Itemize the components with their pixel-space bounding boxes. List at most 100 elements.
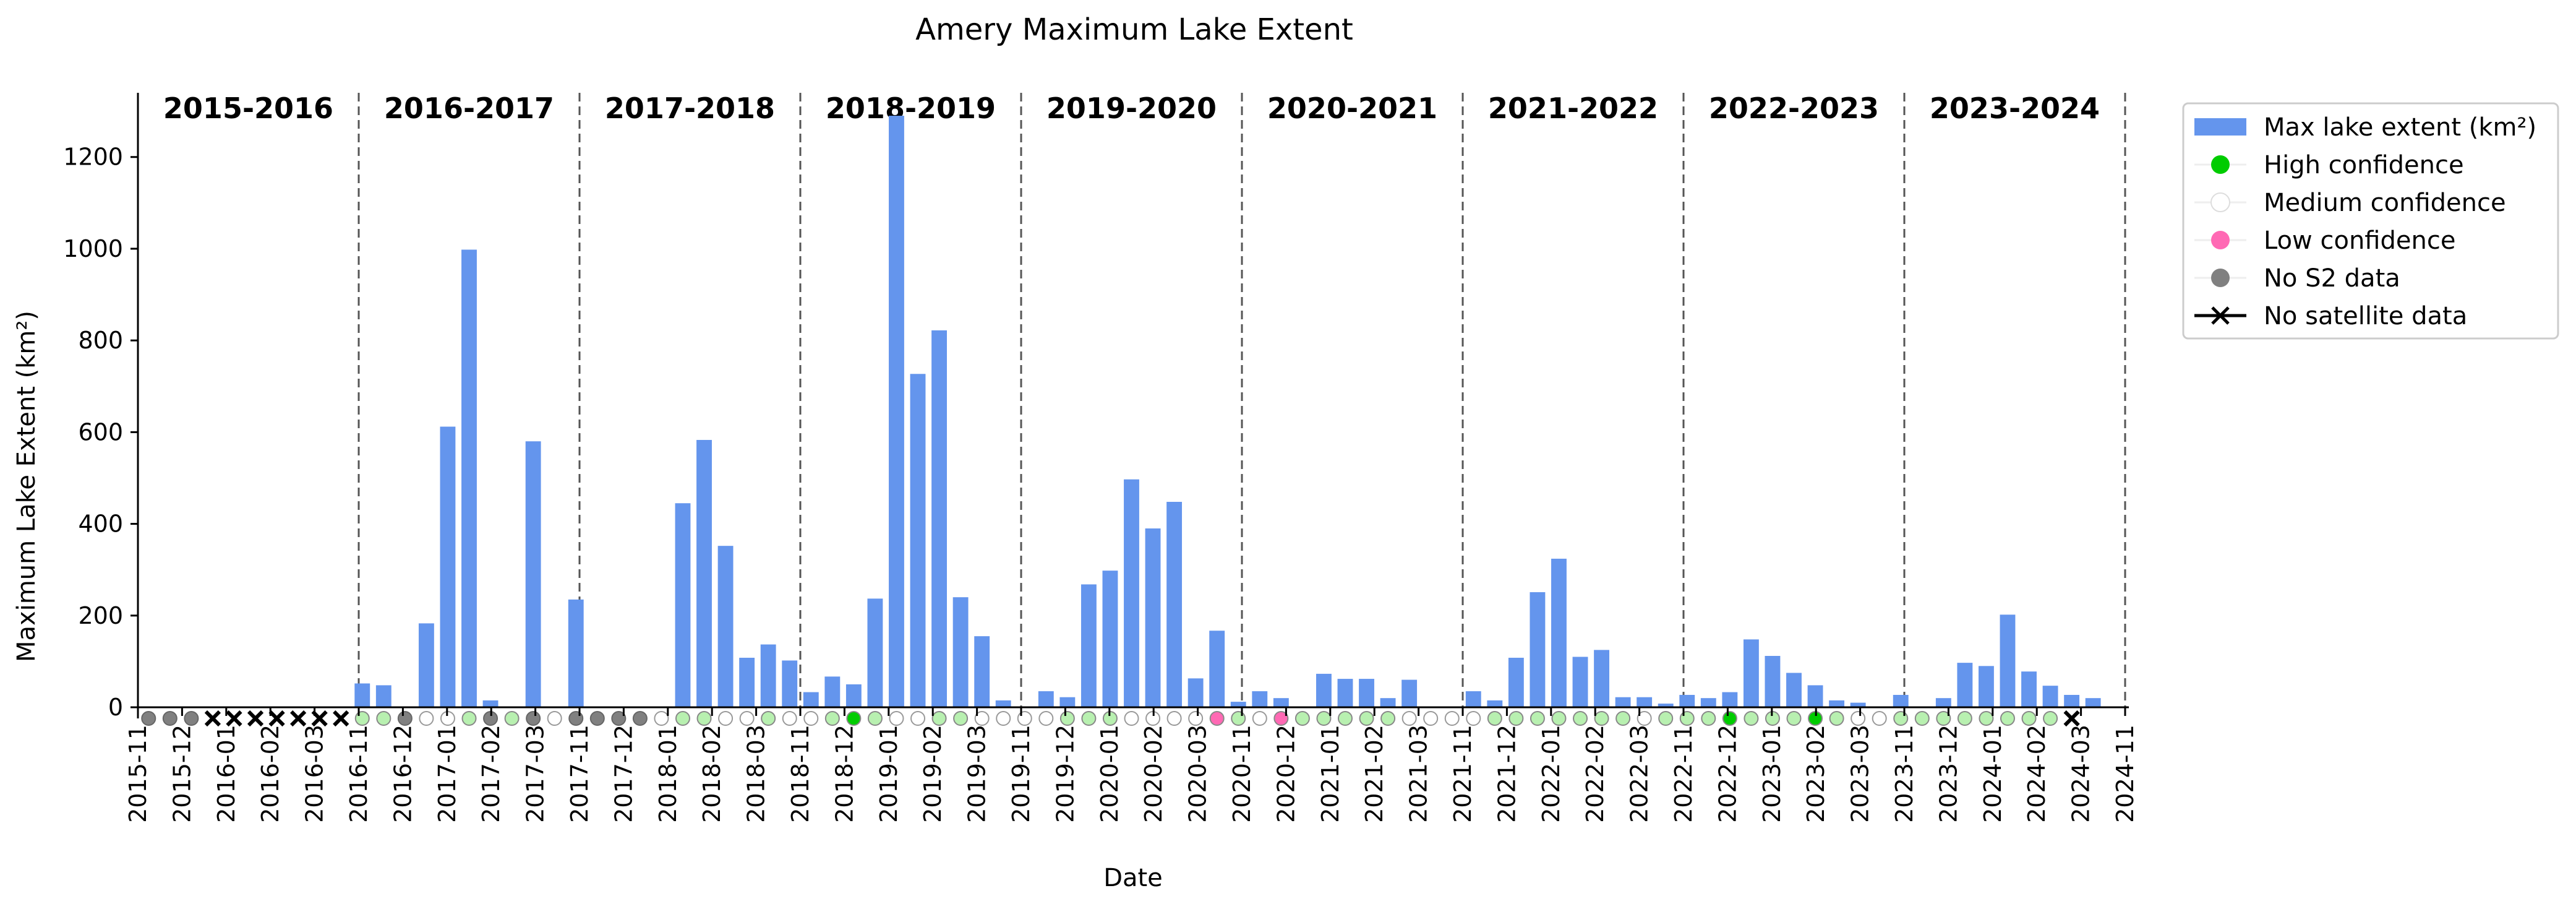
bar bbox=[1187, 678, 1204, 707]
y-axis-title: Maximum Lake Extent (km²) bbox=[12, 311, 41, 662]
x-tick-label: 2020-03 bbox=[1184, 725, 1212, 823]
x-tick-label: 2024-11 bbox=[2112, 725, 2139, 823]
bar bbox=[1615, 697, 1631, 707]
high-confidence-marker bbox=[1893, 711, 1909, 726]
high-confidence-marker bbox=[1979, 711, 1994, 726]
bar bbox=[2085, 698, 2101, 707]
season-label: 2023-2024 bbox=[1930, 92, 2100, 125]
x-tick-label: 2022-02 bbox=[1581, 725, 1609, 823]
x-tick-label: 2024-01 bbox=[1979, 725, 2006, 823]
legend-label: High confidence bbox=[2264, 151, 2464, 179]
high-confidence-marker bbox=[1786, 711, 1802, 726]
bar bbox=[1273, 698, 1289, 707]
medium-confidence-marker bbox=[1423, 711, 1439, 726]
bar bbox=[1359, 679, 1374, 707]
x-tick-label: 2021-03 bbox=[1405, 725, 1432, 823]
medium-confidence-marker bbox=[782, 711, 797, 726]
no-s2-marker bbox=[611, 711, 627, 726]
no-satellite-marker bbox=[226, 710, 242, 727]
x-tick-label: 2016-02 bbox=[257, 725, 284, 823]
bar bbox=[375, 685, 392, 707]
medium-confidence-marker bbox=[889, 711, 904, 726]
medium-confidence-marker bbox=[1038, 711, 1054, 726]
high-confidence-marker bbox=[1337, 711, 1353, 726]
medium-confidence-marker bbox=[718, 711, 734, 726]
season-label: 2020-2021 bbox=[1267, 92, 1437, 125]
bars bbox=[354, 116, 2101, 708]
medium-confidence-marker bbox=[654, 711, 669, 726]
no-s2-marker bbox=[632, 711, 648, 726]
bar bbox=[1230, 702, 1246, 707]
no-satellite-marker bbox=[268, 710, 285, 727]
high-confidence-marker bbox=[1573, 711, 1588, 726]
bar bbox=[1551, 558, 1567, 707]
x-tick-label: 2017-02 bbox=[477, 725, 505, 823]
bar bbox=[1038, 691, 1054, 707]
high-confidence-marker bbox=[1722, 711, 1737, 726]
x-tick-label: 2017-03 bbox=[522, 725, 549, 823]
season-label: 2015-2016 bbox=[163, 92, 333, 125]
y-tick-label: 1200 bbox=[63, 144, 123, 171]
bar bbox=[931, 330, 947, 707]
y-tick-label: 800 bbox=[78, 327, 123, 354]
high-confidence-marker bbox=[1615, 711, 1631, 726]
bar bbox=[1722, 692, 1738, 707]
bar bbox=[739, 657, 755, 707]
x-tick-label: 2024-02 bbox=[2023, 725, 2050, 823]
high-confidence-marker bbox=[675, 711, 690, 726]
bar bbox=[461, 249, 477, 707]
bar bbox=[1829, 700, 1845, 707]
medium-confidence-marker bbox=[1444, 711, 1460, 726]
bar bbox=[2064, 694, 2080, 707]
x-ticks: 2015-11 2015-12 2016-01 2016-02 2016-03 2016-… bbox=[124, 707, 2139, 823]
x-tick-label: 2016-11 bbox=[345, 725, 372, 823]
y-ticks: 0 200 400 600 800 1000 1200 bbox=[63, 144, 138, 721]
x-tick-label: 2023-01 bbox=[1758, 725, 1786, 823]
high-confidence-marker bbox=[1359, 711, 1374, 726]
bar bbox=[1487, 700, 1503, 707]
high-confidence-marker bbox=[2021, 711, 2037, 726]
x-tick-label: 2016-12 bbox=[389, 725, 416, 823]
high-confidence-marker bbox=[1744, 711, 1759, 726]
high-confidence-marker bbox=[867, 711, 883, 726]
medium-confidence-marker bbox=[996, 711, 1011, 726]
medium-confidence-marker bbox=[1401, 711, 1417, 726]
bar bbox=[1572, 657, 1588, 707]
high-confidence-marker bbox=[1829, 711, 1844, 726]
high-confidence-marker bbox=[931, 711, 947, 726]
bar bbox=[867, 598, 883, 707]
bar bbox=[952, 597, 969, 707]
x-tick-label: 2018-02 bbox=[698, 725, 725, 823]
no-s2-marker bbox=[184, 711, 199, 726]
x-tick-label: 2022-01 bbox=[1538, 725, 1565, 823]
bar bbox=[1124, 479, 1139, 707]
bar bbox=[1102, 571, 1118, 707]
x-axis-title: Date bbox=[1103, 864, 1163, 892]
season-label: 2022-2023 bbox=[1709, 92, 1879, 125]
bar bbox=[1080, 584, 1097, 707]
legend-swatch-x bbox=[2211, 306, 2230, 325]
confidence-markers bbox=[141, 710, 2080, 727]
medium-confidence-marker bbox=[1166, 711, 1182, 726]
bar bbox=[1658, 704, 1674, 707]
season-labels: 2015-2016 2016-2017 2017-2018 2018-2019 2019… bbox=[163, 92, 2100, 125]
legend-swatch-marker bbox=[2211, 231, 2230, 249]
bar bbox=[675, 503, 691, 707]
x-tick-label: 2024-03 bbox=[2068, 725, 2095, 823]
high-confidence-marker bbox=[2043, 711, 2058, 726]
y-tick-label: 400 bbox=[78, 511, 123, 538]
high-confidence-marker bbox=[1914, 711, 1930, 726]
no-satellite-marker bbox=[2063, 710, 2080, 727]
x-tick-label: 2021-11 bbox=[1449, 725, 1476, 823]
no-satellite-marker bbox=[289, 710, 307, 727]
bar bbox=[910, 374, 926, 707]
medium-confidence-marker bbox=[547, 711, 562, 726]
low-confidence-marker bbox=[1273, 711, 1289, 726]
no-satellite-marker bbox=[204, 710, 221, 727]
bar bbox=[1252, 691, 1268, 707]
high-confidence-marker bbox=[1701, 711, 1716, 726]
bar bbox=[1530, 592, 1546, 707]
medium-confidence-marker bbox=[1872, 711, 1887, 726]
bar bbox=[1765, 656, 1781, 707]
